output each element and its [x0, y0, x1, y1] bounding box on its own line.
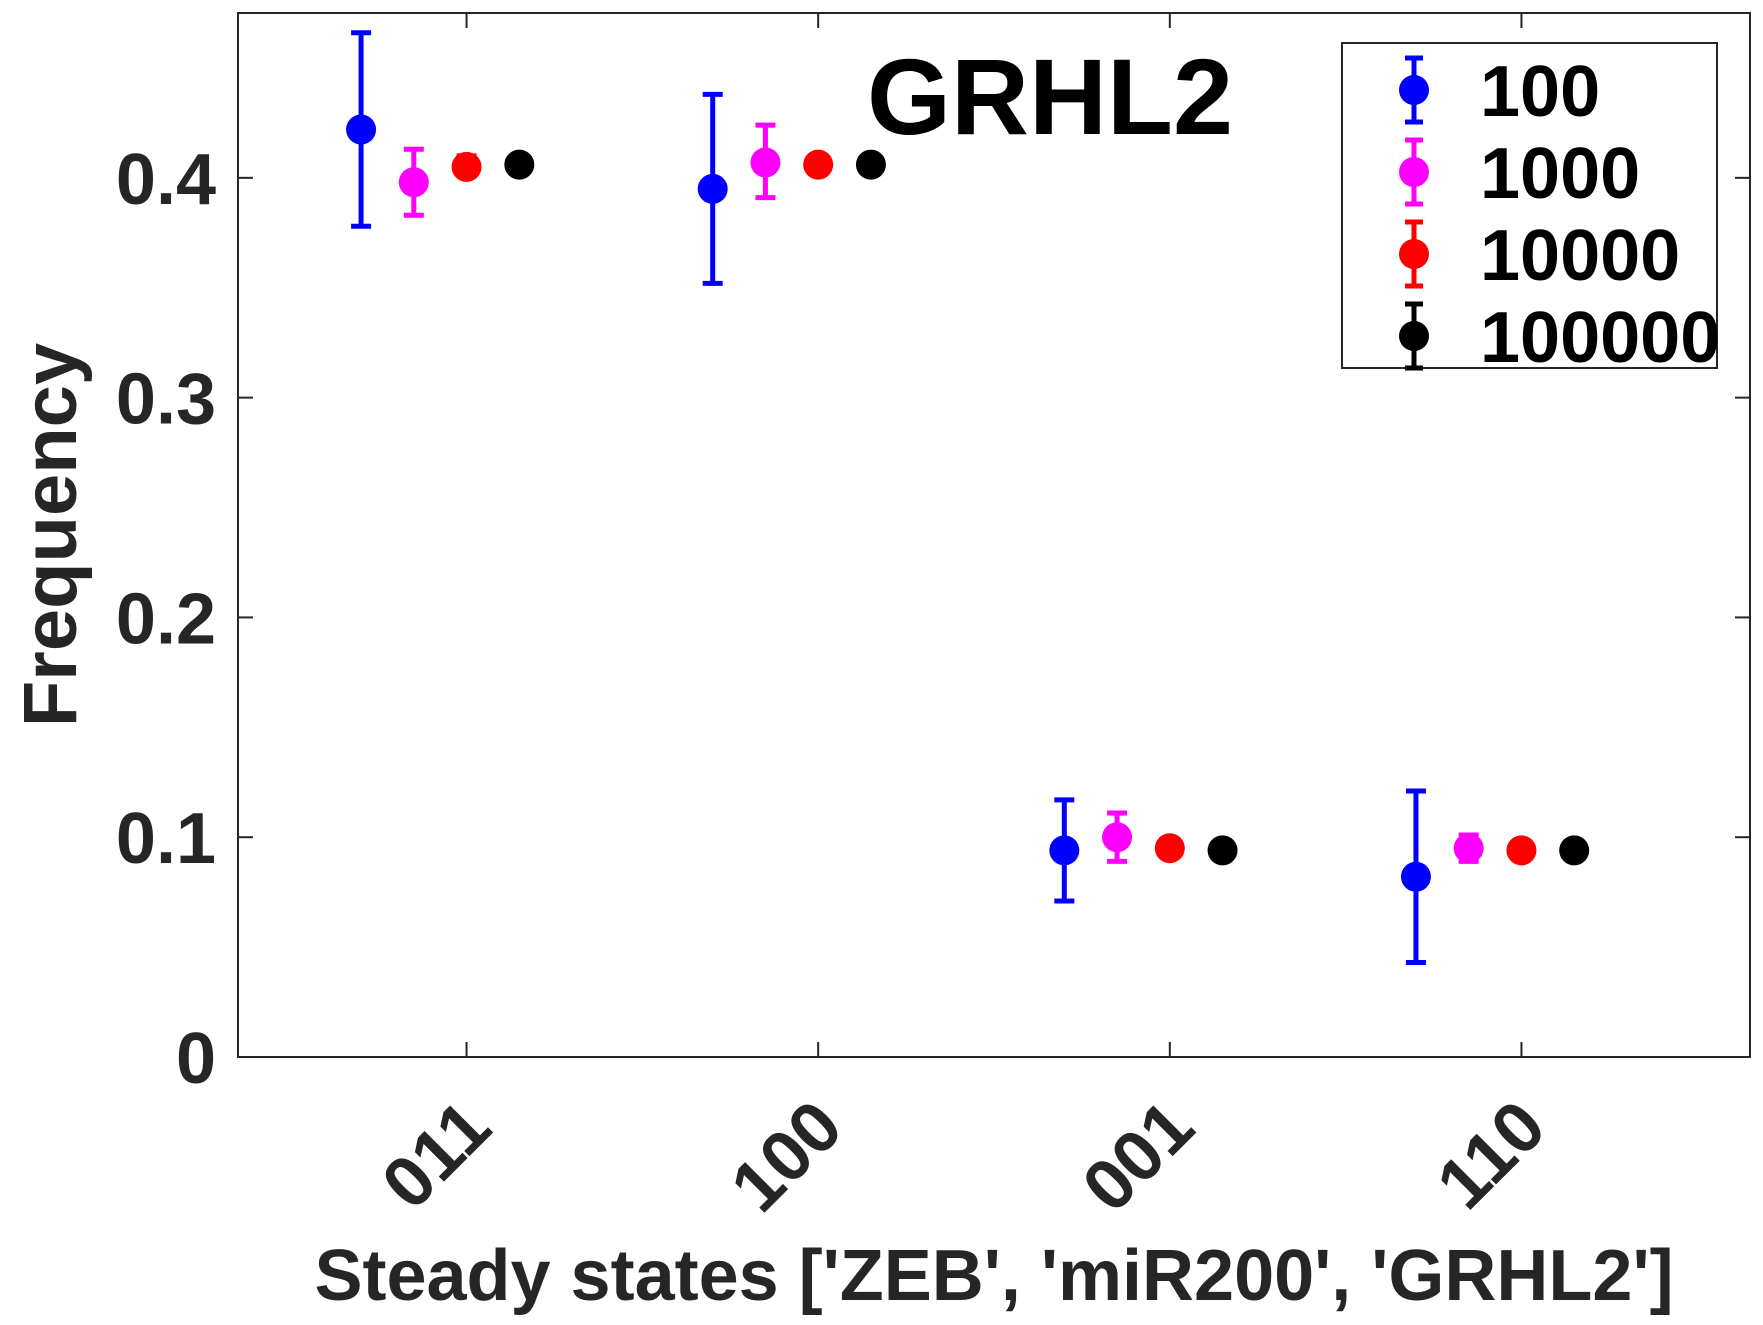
data-point — [451, 151, 482, 182]
y-tick-label: 0.1 — [116, 799, 216, 879]
data-point — [1207, 835, 1238, 866]
series-layer — [346, 30, 1590, 965]
data-point — [750, 147, 781, 178]
data-point — [1506, 835, 1537, 866]
data-point — [504, 149, 535, 180]
legend-marker — [1399, 157, 1429, 187]
x-tick-label: 110 — [1422, 1086, 1561, 1225]
data-point — [1400, 861, 1431, 892]
data-point — [1154, 833, 1185, 864]
legend-label: 1000 — [1480, 134, 1640, 214]
x-tick-label: 001 — [1068, 1086, 1210, 1228]
data-point — [346, 114, 377, 145]
series-100 — [346, 30, 1431, 965]
x-tick-label: 100 — [716, 1086, 858, 1228]
y-tick-label: 0 — [176, 1019, 216, 1099]
data-point — [855, 149, 886, 180]
data-point — [398, 167, 429, 198]
data-point — [803, 149, 834, 180]
y-tick-label: 0.4 — [116, 140, 216, 220]
legend-label: 100000 — [1480, 298, 1720, 378]
legend-marker — [1399, 321, 1429, 351]
y-tick-label: 0.2 — [116, 579, 216, 659]
data-point — [697, 173, 728, 204]
chart-title: GRHL2 — [867, 36, 1233, 157]
x-axis-title: Steady states ['ZEB', 'miR200', 'GRHL2'] — [314, 1236, 1673, 1316]
legend-label: 10000 — [1480, 216, 1680, 296]
data-point — [1559, 835, 1590, 866]
x-tick-label: 011 — [367, 1086, 506, 1225]
legend-marker — [1399, 75, 1429, 105]
legend-marker — [1399, 239, 1429, 269]
series-100000 — [504, 149, 1590, 866]
data-point — [1102, 822, 1133, 853]
data-point — [1453, 833, 1484, 864]
series-1000 — [398, 122, 1484, 864]
legend-label: 100 — [1480, 52, 1600, 132]
series-10000 — [451, 149, 1537, 866]
data-point — [1049, 835, 1080, 866]
y-tick-label: 0.3 — [116, 360, 216, 440]
y-axis-title: Frequency — [8, 343, 93, 727]
y-ticks: 0 0.1 0.2 0.3 0.4 — [116, 140, 1750, 1099]
